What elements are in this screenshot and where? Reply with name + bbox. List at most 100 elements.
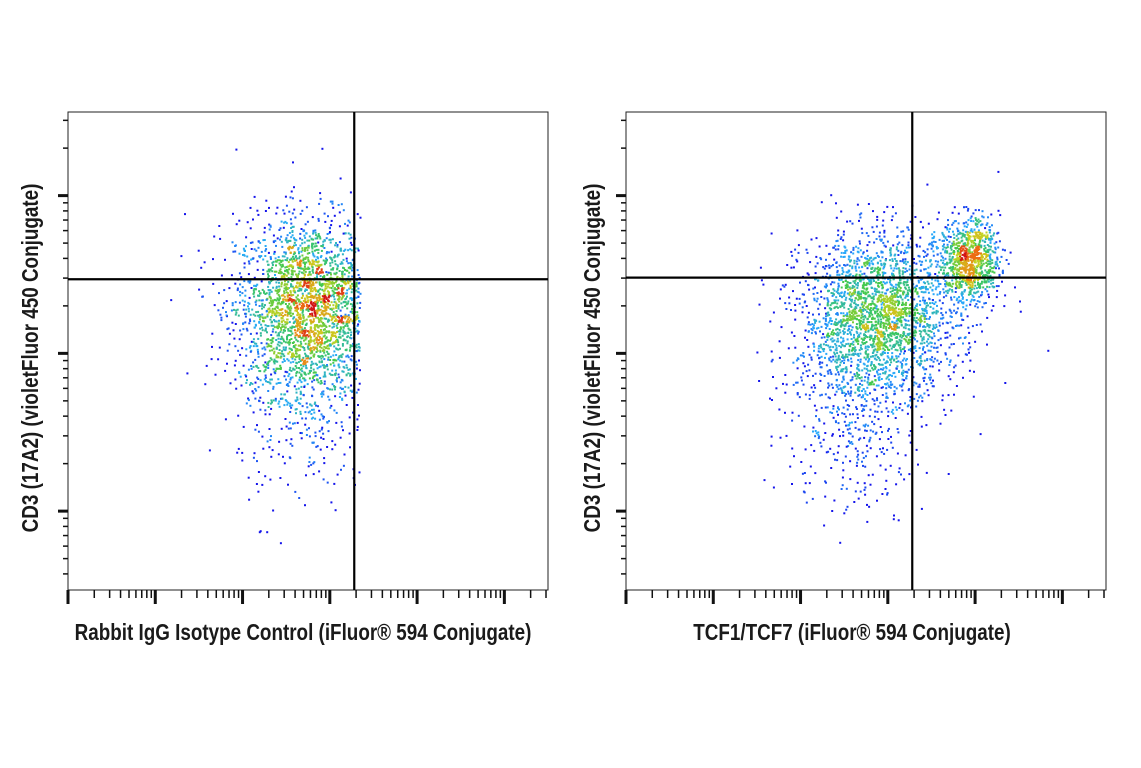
data-point: [899, 335, 902, 338]
data-point: [894, 325, 897, 328]
data-point: [291, 326, 294, 329]
data-point: [891, 295, 894, 298]
data-point: [869, 328, 872, 331]
data-point: [274, 257, 277, 260]
data-point: [341, 276, 344, 279]
data-point: [287, 483, 289, 486]
data-point: [868, 303, 870, 306]
data-point: [281, 361, 284, 364]
data-point: [933, 346, 935, 349]
data-point: [291, 260, 294, 263]
data-point: [929, 316, 931, 319]
data-point: [291, 212, 294, 215]
data-point: [894, 323, 896, 326]
data-point: [853, 373, 856, 376]
data-point: [825, 323, 828, 326]
data-point: [343, 286, 346, 289]
data-point: [302, 362, 305, 365]
data-point: [333, 323, 336, 326]
data-point: [342, 258, 345, 261]
data-point: [845, 399, 847, 402]
data-point: [953, 366, 956, 369]
data-point: [769, 320, 772, 323]
data-point: [843, 290, 846, 293]
data-point: [869, 408, 872, 411]
data-point: [841, 354, 844, 357]
data-point: [853, 259, 856, 262]
data-point: [325, 297, 328, 300]
data-point: [347, 282, 350, 285]
data-point: [339, 359, 342, 362]
data-point: [923, 329, 926, 332]
data-point: [272, 328, 275, 331]
data-point: [334, 260, 337, 263]
data-point: [284, 259, 287, 261]
data-point: [336, 255, 339, 258]
data-point: [895, 357, 898, 360]
data-point: [356, 290, 359, 293]
data-point: [297, 349, 300, 352]
data-point: [288, 210, 291, 213]
data-point: [290, 222, 293, 225]
data-point: [877, 284, 880, 287]
data-point: [312, 346, 315, 349]
data-point: [357, 404, 359, 406]
data-point: [918, 260, 921, 263]
data-point: [875, 307, 878, 310]
data-point: [840, 278, 843, 281]
data-point: [834, 343, 837, 346]
data-point: [902, 331, 905, 333]
data-point: [986, 343, 988, 346]
data-point: [279, 364, 282, 367]
data-point: [255, 345, 258, 348]
data-point: [932, 307, 935, 310]
data-point: [780, 326, 783, 329]
data-point: [927, 291, 930, 294]
data-point: [902, 307, 904, 310]
data-point: [308, 343, 311, 346]
data-point: [321, 339, 323, 342]
data-point: [228, 287, 231, 290]
data-point: [256, 376, 259, 379]
data-point: [840, 301, 843, 304]
data-point: [957, 354, 960, 357]
data-point: [311, 287, 314, 290]
data-point: [932, 250, 935, 253]
data-point: [920, 286, 923, 288]
data-point: [924, 268, 927, 271]
data-point: [899, 361, 902, 364]
data-point: [883, 336, 886, 339]
data-point: [896, 287, 899, 290]
data-point: [891, 293, 894, 296]
data-point: [873, 349, 876, 352]
data-point: [336, 327, 339, 329]
data-point: [347, 275, 350, 278]
data-point: [868, 336, 871, 339]
plot-frame: [67, 111, 549, 591]
data-point: [849, 220, 852, 223]
data-point: [336, 298, 339, 301]
data-point: [280, 320, 283, 323]
data-point: [811, 323, 814, 326]
data-point: [346, 335, 349, 338]
data-point: [232, 212, 234, 215]
data-point: [356, 429, 359, 431]
data-point: [319, 192, 322, 195]
data-point: [184, 213, 186, 216]
data-point: [348, 271, 351, 274]
data-point: [913, 308, 915, 311]
data-point: [855, 323, 858, 326]
data-point: [914, 345, 917, 348]
data-point: [355, 296, 358, 299]
data-point: [345, 404, 348, 406]
data-point: [293, 186, 295, 189]
data-point: [305, 282, 308, 285]
data-point: [341, 253, 344, 256]
data-point: [867, 346, 870, 348]
data-point: [303, 349, 306, 352]
data-point: [864, 300, 867, 303]
data-point: [305, 402, 308, 405]
data-point: [261, 354, 264, 357]
data-point: [816, 262, 819, 265]
data-point: [341, 353, 344, 356]
